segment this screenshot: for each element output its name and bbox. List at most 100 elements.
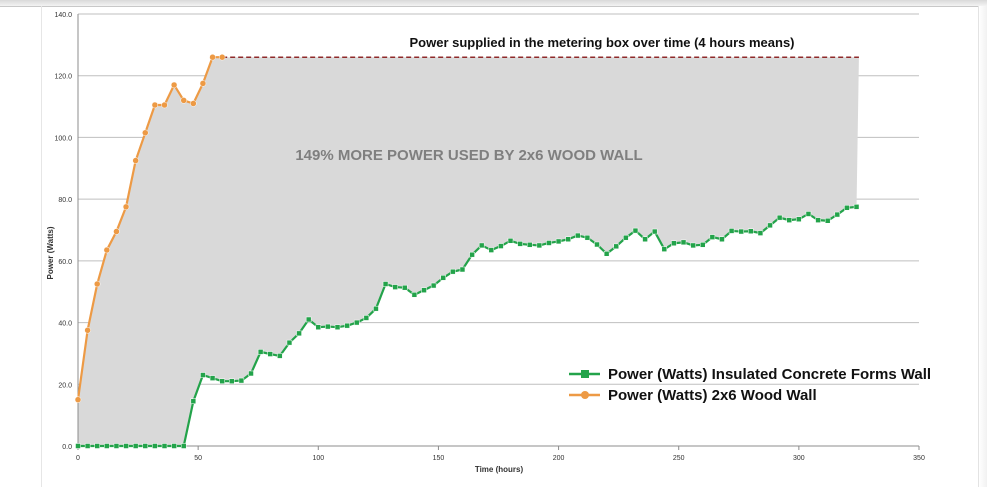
- icf-series-point: [113, 443, 120, 449]
- icf-series-point: [671, 240, 677, 247]
- icf-series-point: [152, 443, 158, 449]
- icf-series-point: [296, 330, 302, 337]
- wood-series-point: [132, 157, 139, 164]
- wood-series-point: [170, 81, 178, 89]
- series-layer: [74, 53, 860, 449]
- window-left-margin: [0, 6, 42, 487]
- icf-series-point: [123, 443, 129, 449]
- icf-series-point: [315, 324, 322, 330]
- icf-series-point: [786, 217, 792, 223]
- icf-series-point: [104, 443, 110, 449]
- icf-series-point: [584, 234, 591, 241]
- wood-series-point: [199, 80, 207, 87]
- y-tick-label: 20.0: [58, 382, 72, 389]
- wood-series-point: [218, 53, 226, 61]
- icf-series-point: [200, 372, 206, 378]
- icf-series-point: [75, 443, 81, 449]
- icf-series-point: [277, 353, 283, 359]
- icf-series-point: [738, 228, 744, 235]
- icf-series-point: [267, 351, 273, 357]
- y-tick-label: 140.0: [54, 12, 72, 19]
- wood-series-point: [74, 396, 82, 403]
- icf-series-point: [94, 443, 100, 449]
- icf-series-point: [536, 242, 543, 249]
- legend-item-icf: Power (Watts) Insulated Concrete Forms W…: [569, 366, 931, 383]
- legend-label-icf: Power (Watts) Insulated Concrete Forms W…: [608, 366, 931, 383]
- difference-shaded-area: [78, 57, 859, 446]
- wood-series-point: [84, 327, 91, 334]
- icf-series-point: [699, 242, 706, 248]
- icf-series-point: [229, 378, 235, 384]
- icf-series-point: [565, 236, 571, 243]
- y-tick-label: 120.0: [54, 74, 72, 81]
- icf-series-point: [498, 243, 504, 249]
- icf-series-point: [507, 238, 514, 244]
- icf-series-point: [834, 211, 841, 218]
- icf-series-point: [132, 443, 139, 449]
- icf-series-point: [661, 246, 668, 252]
- wood-series-line: [76, 56, 223, 400]
- icf-series-point: [642, 236, 648, 243]
- icf-series-point: [421, 287, 427, 293]
- icf-series-point: [728, 228, 735, 234]
- chart-annotation: 149% MORE POWER USED BY 2x6 WOOD WALL: [295, 147, 642, 164]
- icf-series-point: [450, 268, 456, 275]
- icf-series-point: [325, 323, 331, 330]
- icf-series-point: [815, 217, 821, 223]
- wood-series-point: [180, 97, 187, 104]
- legend-item-wood: Power (Watts) 2x6 Wood Wall: [569, 387, 817, 404]
- y-tick-label: 60.0: [58, 259, 72, 266]
- window-scrollbar-edge: [978, 6, 987, 487]
- icf-series-point: [363, 315, 370, 321]
- icf-series-point: [776, 214, 783, 221]
- icf-series-point: [680, 239, 687, 246]
- icf-series-point: [478, 242, 485, 249]
- icf-series-point: [161, 443, 168, 449]
- x-tick-label: 0: [76, 455, 80, 462]
- icf-series-point: [719, 236, 725, 243]
- icf-series-point: [844, 205, 850, 211]
- icf-series-point: [623, 234, 629, 241]
- axes: [77, 14, 920, 450]
- icf-series-point: [805, 211, 812, 217]
- icf-series-point: [459, 266, 466, 273]
- x-tick-label: 50: [194, 455, 202, 462]
- tick-labels: 0.0 20.0 40.0 60.0 80.0 100.0 120.0 140.0 0 50 100…: [54, 12, 924, 462]
- wood-series-point: [113, 228, 120, 235]
- icf-series-point: [334, 324, 341, 330]
- icf-series-point: [517, 241, 523, 247]
- icf-series-point: [209, 375, 216, 381]
- icf-series-point: [411, 292, 418, 298]
- y-tick-label: 100.0: [54, 135, 72, 142]
- icf-series-point: [767, 222, 773, 229]
- x-tick-label: 200: [553, 455, 565, 462]
- wood-series-point: [209, 53, 216, 61]
- y-axis-title: Power (Watts): [46, 226, 55, 279]
- icf-series-point: [709, 234, 716, 240]
- chart-title: Power supplied in the metering box over …: [409, 35, 794, 50]
- wood-series-point: [122, 203, 130, 211]
- y-tick-label: 80.0: [58, 197, 72, 204]
- wood-series-point: [142, 129, 149, 137]
- icf-series-point: [488, 247, 495, 253]
- icf-series-point: [257, 349, 264, 355]
- x-axis-title: Time (hours): [475, 465, 524, 474]
- icf-series-point: [430, 282, 437, 289]
- icf-series-point: [796, 216, 802, 222]
- wood-series-point: [93, 280, 101, 288]
- icf-series-point: [853, 204, 860, 210]
- icf-series-point: [382, 281, 389, 287]
- y-tick-label: 40.0: [58, 321, 72, 328]
- wood-series-point: [161, 101, 168, 109]
- y-tick-label: 0.0: [62, 444, 72, 451]
- icf-series-point: [392, 284, 398, 290]
- icf-series-point: [632, 227, 639, 234]
- icf-series-line: [78, 205, 857, 448]
- icf-series-point: [305, 316, 312, 323]
- x-tick-label: 100: [312, 455, 324, 462]
- icf-series-point: [402, 284, 408, 291]
- x-tick-label: 150: [433, 455, 445, 462]
- icf-series-point: [373, 305, 379, 312]
- icf-series-point: [171, 443, 177, 449]
